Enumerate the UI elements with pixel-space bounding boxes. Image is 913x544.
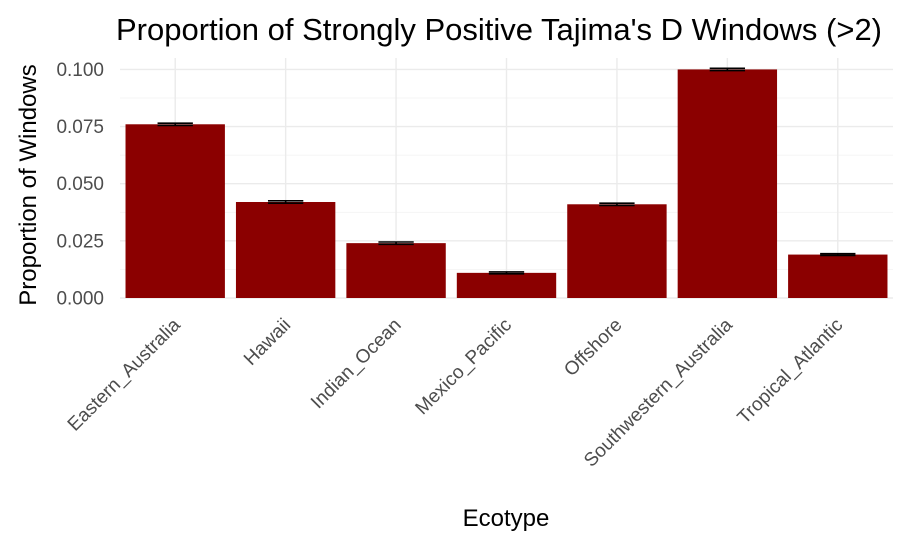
error-bars — [157, 67, 856, 275]
x-axis-ticks: Eastern_Australia Hawaii Indian_Ocean Mexic… — [64, 314, 847, 471]
y-tick-label: 0.075 — [56, 117, 104, 138]
error-bar — [599, 202, 635, 207]
bar — [235, 202, 336, 298]
bar — [677, 69, 778, 298]
bar — [125, 124, 225, 299]
bar — [567, 204, 667, 298]
error-bar — [267, 200, 304, 204]
bars — [125, 69, 888, 299]
error-bar — [488, 271, 525, 275]
error-bar — [378, 241, 414, 246]
y-tick-label: 0.050 — [56, 174, 104, 195]
x-tick-label: Tropical_Atlantic — [734, 315, 848, 429]
y-tick-label: 0.025 — [56, 231, 104, 252]
y-axis-ticks: 0.000 0.025 0.050 0.075 0.100 — [56, 60, 104, 310]
x-tick-label: Hawaii — [240, 315, 295, 370]
x-tick-label: Mexico_Pacific — [412, 315, 516, 419]
error-bar — [157, 122, 193, 127]
error-bar — [820, 252, 856, 257]
x-tick-label: Offshore — [560, 315, 626, 381]
x-tick-label: Eastern_Australia — [64, 314, 185, 435]
error-bar — [709, 67, 746, 72]
x-tick-label: Indian_Ocean — [307, 315, 406, 414]
bar — [788, 254, 888, 298]
y-tick-label: 0.000 — [56, 289, 104, 310]
chart-title: Proportion of Strongly Positive Tajima's… — [116, 12, 882, 47]
bar — [346, 243, 446, 298]
bar — [456, 272, 557, 298]
y-tick-label: 0.100 — [56, 60, 104, 81]
x-axis-title: Ecotype — [463, 505, 550, 532]
y-axis-title: Proportion of Windows — [15, 64, 42, 305]
